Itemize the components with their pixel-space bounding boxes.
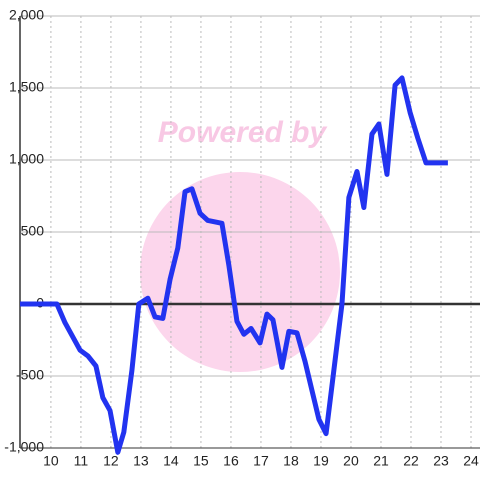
x-tick-label: 14	[163, 453, 179, 469]
x-tick-label: 22	[403, 453, 419, 469]
x-tick-label: 13	[133, 453, 149, 469]
x-tick-label: 16	[223, 453, 239, 469]
x-tick-label: 17	[253, 453, 269, 469]
x-tick-label: 21	[373, 453, 389, 469]
x-tick-label: 15	[193, 453, 209, 469]
x-tick-label: 10	[43, 453, 59, 469]
y-tick-label: -500	[16, 367, 44, 383]
y-tick-label: 1,000	[9, 151, 44, 167]
x-tick-label: 18	[283, 453, 299, 469]
x-tick-label: 20	[343, 453, 359, 469]
watermark: Powered by	[158, 116, 328, 149]
x-tick-label: 11	[74, 453, 89, 469]
x-tick-label: 23	[433, 453, 449, 469]
x-tick-label: 19	[313, 453, 329, 469]
y-tick-label: 2,000	[9, 7, 44, 23]
x-tick-label: 24	[463, 453, 479, 469]
watermark-logo	[140, 172, 340, 372]
y-tick-label: -1,000	[4, 439, 44, 455]
line	[20, 75, 448, 455]
y-tick-label: 1,500	[9, 79, 44, 95]
x-tick-label: 12	[103, 453, 119, 469]
y-tick-label: 500	[21, 223, 45, 239]
